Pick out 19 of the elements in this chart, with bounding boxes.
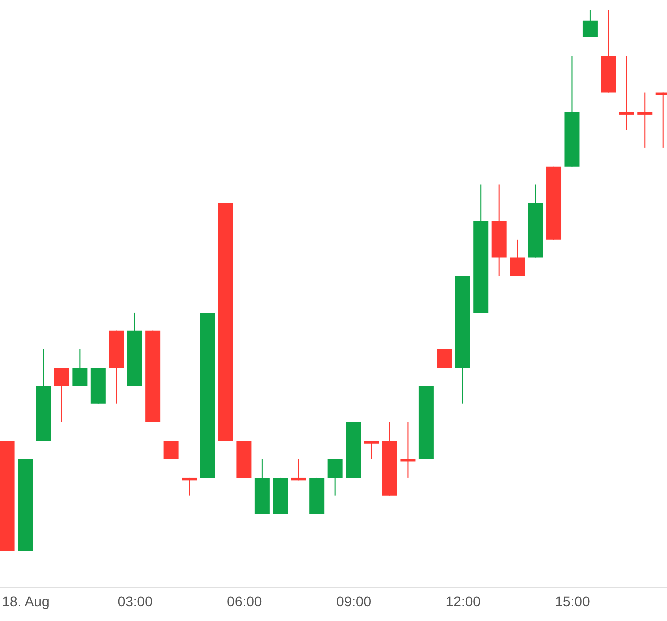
candlestick (582, 10, 598, 38)
candlestick (437, 348, 452, 369)
candlestick (400, 422, 416, 478)
x-tick-label: 06:00 (227, 594, 262, 610)
candlestick (619, 55, 634, 131)
candlestick (54, 368, 70, 423)
x-tick-label: 15:00 (555, 594, 590, 610)
candlestick (364, 440, 380, 460)
x-tick-label: 03:00 (118, 594, 154, 610)
candlestick (182, 477, 198, 496)
candlestick (291, 458, 306, 482)
x-tick-label: 18. Aug (2, 594, 50, 610)
candlestick (638, 92, 653, 148)
candlestick (510, 239, 526, 277)
x-tick-label: 09:00 (336, 594, 372, 610)
x-tick-label: 12:00 (446, 594, 482, 610)
candlestick (164, 440, 179, 460)
candlestick (328, 458, 343, 496)
candlestick (72, 348, 88, 386)
